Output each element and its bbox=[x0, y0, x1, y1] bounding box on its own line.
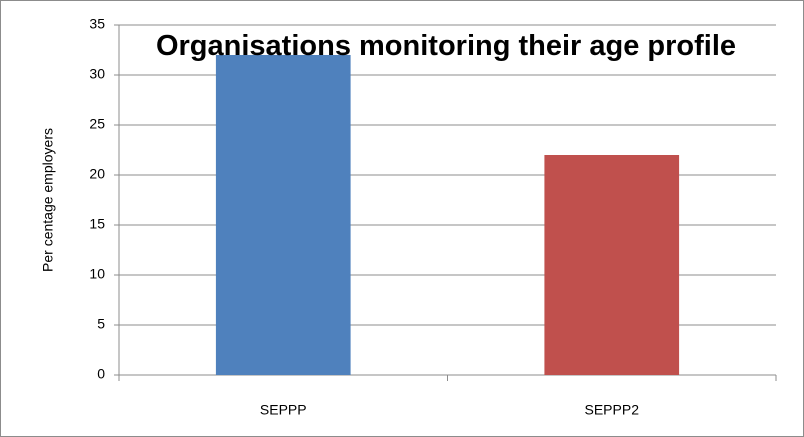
y-tick-label: 25 bbox=[89, 116, 105, 132]
chart-title: Organisations monitoring their age profi… bbox=[155, 30, 737, 62]
x-tick-label: SEPPP bbox=[260, 402, 307, 418]
y-axis-label: Per centage employers bbox=[40, 128, 56, 272]
y-tick-label: 5 bbox=[97, 316, 105, 332]
y-tick-label: 20 bbox=[89, 166, 105, 182]
x-tick-label: SEPPP2 bbox=[585, 402, 640, 418]
y-tick-label: 35 bbox=[89, 16, 105, 32]
y-tick-label: 30 bbox=[89, 66, 105, 82]
y-tick-label: 10 bbox=[89, 266, 105, 282]
bar bbox=[544, 155, 680, 375]
y-tick-label: 0 bbox=[97, 366, 105, 382]
y-tick-label: 15 bbox=[89, 216, 105, 232]
bar bbox=[215, 55, 351, 375]
